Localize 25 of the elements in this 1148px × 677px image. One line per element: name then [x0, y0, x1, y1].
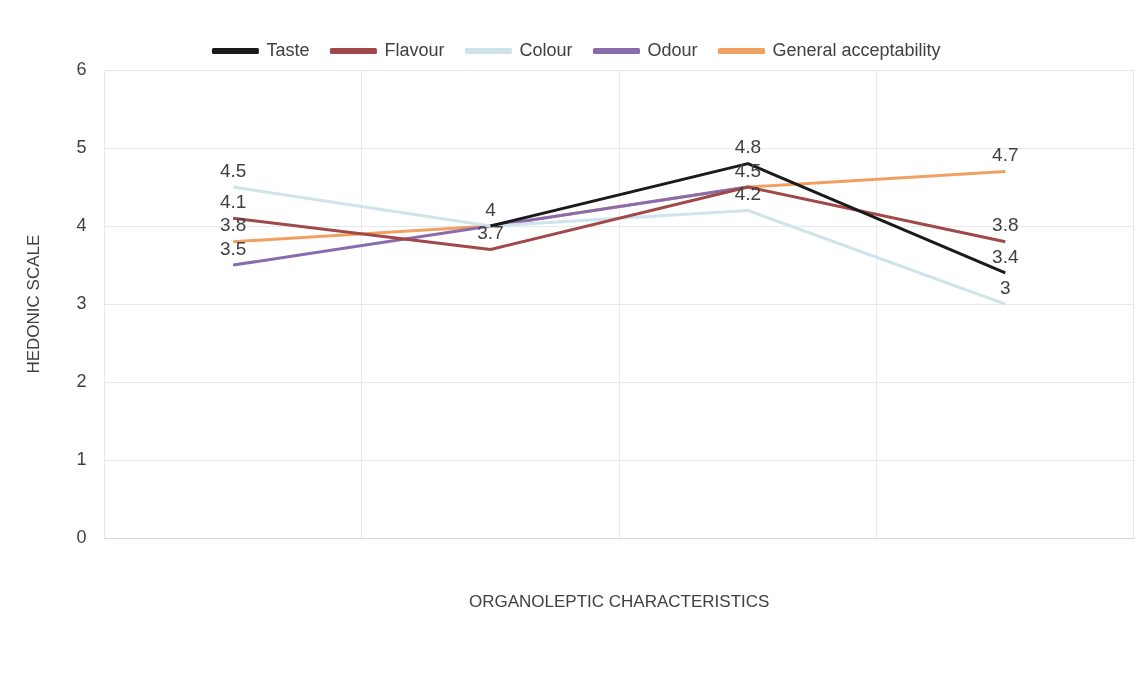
- y-tick-label: 0: [76, 527, 87, 548]
- data-label: 4.7: [992, 144, 1019, 166]
- y-tick-label: 3: [76, 293, 87, 314]
- data-label: 3.7: [477, 222, 504, 244]
- legend-label: Taste: [266, 39, 310, 60]
- data-label: 3: [1000, 276, 1011, 298]
- data-label: 4: [485, 198, 497, 220]
- y-axis-title: HEDONIC SCALE: [23, 234, 43, 374]
- legend-label: Flavour: [384, 39, 445, 60]
- data-label: 3.5: [219, 237, 247, 259]
- data-label: 4.1: [219, 191, 247, 212]
- y-tick-label: 4: [76, 215, 87, 236]
- data-label: 3.8: [219, 214, 247, 236]
- y-tick-label: 2: [76, 371, 87, 392]
- data-label: 3.4: [992, 245, 1019, 267]
- legend-label: Colour: [519, 39, 573, 60]
- legend-label: General acceptability: [772, 39, 941, 60]
- y-tick-label: 6: [76, 58, 87, 79]
- x-axis-title: ORGANOLEPTIC CHARACTERISTICS: [469, 592, 770, 612]
- y-tick-label: 5: [76, 137, 87, 157]
- data-label: 4.8: [734, 136, 762, 158]
- data-label: 4.5: [219, 159, 247, 181]
- y-tick-label: 1: [76, 449, 87, 470]
- data-label: 3.8: [992, 214, 1019, 236]
- legend-label: Odour: [647, 39, 698, 60]
